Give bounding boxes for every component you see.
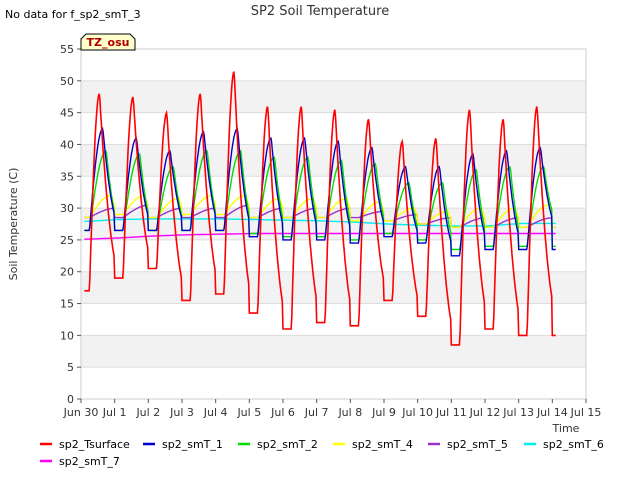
series-line-sp2-smT-4 — [84, 194, 556, 228]
y-tick-label: 40 — [60, 138, 74, 151]
x-tick-label: Jul 3 — [169, 406, 194, 419]
plot-band — [81, 239, 586, 272]
x-axis-label: Time — [552, 422, 580, 435]
x-tick-label: Jul 6 — [270, 406, 295, 419]
plot-band — [81, 49, 586, 81]
y-tick-label: 25 — [60, 234, 74, 247]
x-tick-label: Jun 30 — [63, 406, 99, 419]
plot-band — [81, 367, 586, 399]
y-tick-label: 15 — [60, 298, 74, 311]
x-tick-label: Jul 15 — [570, 406, 602, 419]
legend-label: sp2_smT_1 — [162, 438, 223, 451]
plot-band — [81, 271, 586, 304]
no-data-note: No data for f_sp2_smT_3 — [5, 8, 141, 21]
y-tick-label: 0 — [67, 393, 74, 406]
plot-band — [81, 335, 586, 368]
tz-badge: TZ_osu — [80, 33, 136, 51]
y-tick-label: 5 — [67, 361, 74, 374]
legend-entry-sp2-smT-5: sp2_smT_5 — [428, 438, 508, 451]
legend-label: sp2_smT_5 — [447, 438, 508, 451]
x-axis: Jun 30 Jul 1 Jul 2 Jul 3 Jul 4 Jul 5 Jul 6 Jul … — [63, 399, 602, 419]
legend-entry-sp2-smT-7: sp2_smT_7 — [40, 455, 120, 468]
legend-label: sp2_smT_2 — [257, 438, 318, 451]
x-tick-label: Jul 9 — [371, 406, 396, 419]
legend-label: sp2_smT_6 — [543, 438, 604, 451]
y-axis: 0 5 10 15 20 25 30 35 40 45 50 55 — [60, 43, 81, 406]
plot-frame — [80, 48, 587, 400]
x-tick-label: Jul 1 — [102, 406, 127, 419]
plot-background — [81, 49, 586, 399]
chart-title: SP2 Soil Temperature — [251, 4, 389, 19]
x-tick-label: Jul 11 — [435, 406, 467, 419]
y-axis-label: Soil Temperature (C) — [7, 168, 20, 281]
tz-badge-label: TZ_osu — [87, 36, 130, 49]
y-tick-label: 20 — [60, 266, 74, 279]
series-lines — [84, 71, 556, 346]
y-tick-label: 45 — [60, 107, 74, 120]
plot-band — [81, 303, 586, 336]
series-line-sp2-smT-1 — [84, 127, 556, 257]
y-tick-label: 10 — [60, 329, 74, 342]
x-tick-label: Jul 7 — [304, 406, 329, 419]
legend-label: sp2_smT_7 — [59, 455, 120, 468]
legend: sp2_Tsurface sp2_smT_1 sp2_smT_2 sp2_smT_4 s… — [40, 438, 604, 468]
legend-entry-sp2-smT-4: sp2_smT_4 — [333, 438, 413, 451]
y-tick-label: 55 — [60, 43, 74, 56]
y-tick-label: 30 — [60, 202, 74, 215]
legend-entry-sp2-smT-2: sp2_smT_2 — [238, 438, 318, 451]
legend-label: sp2_Tsurface — [59, 438, 130, 451]
x-tick-label: Jul 14 — [536, 406, 568, 419]
legend-entry-sp2-smT-1: sp2_smT_1 — [143, 438, 223, 451]
y-tick-label: 35 — [60, 170, 74, 183]
legend-entry-sp2-Tsurface: sp2_Tsurface — [40, 438, 130, 451]
tz-badge-box — [80, 33, 136, 51]
legend-label: sp2_smT_4 — [352, 438, 413, 451]
x-tick-label: Jul 8 — [337, 406, 362, 419]
x-tick-label: Jul 12 — [469, 406, 501, 419]
series-line-sp2-smT-2 — [84, 149, 556, 251]
x-tick-label: Jul 13 — [502, 406, 534, 419]
x-tick-label: Jul 5 — [236, 406, 261, 419]
x-tick-label: Jul 4 — [203, 406, 228, 419]
y-tick-label: 50 — [60, 75, 74, 88]
plot-band — [81, 80, 586, 113]
x-tick-label: Jul 10 — [401, 406, 433, 419]
x-tick-label: Jul 2 — [135, 406, 160, 419]
legend-entry-sp2-smT-6: sp2_smT_6 — [524, 438, 604, 451]
series-line-sp2-Tsurface — [84, 71, 556, 346]
